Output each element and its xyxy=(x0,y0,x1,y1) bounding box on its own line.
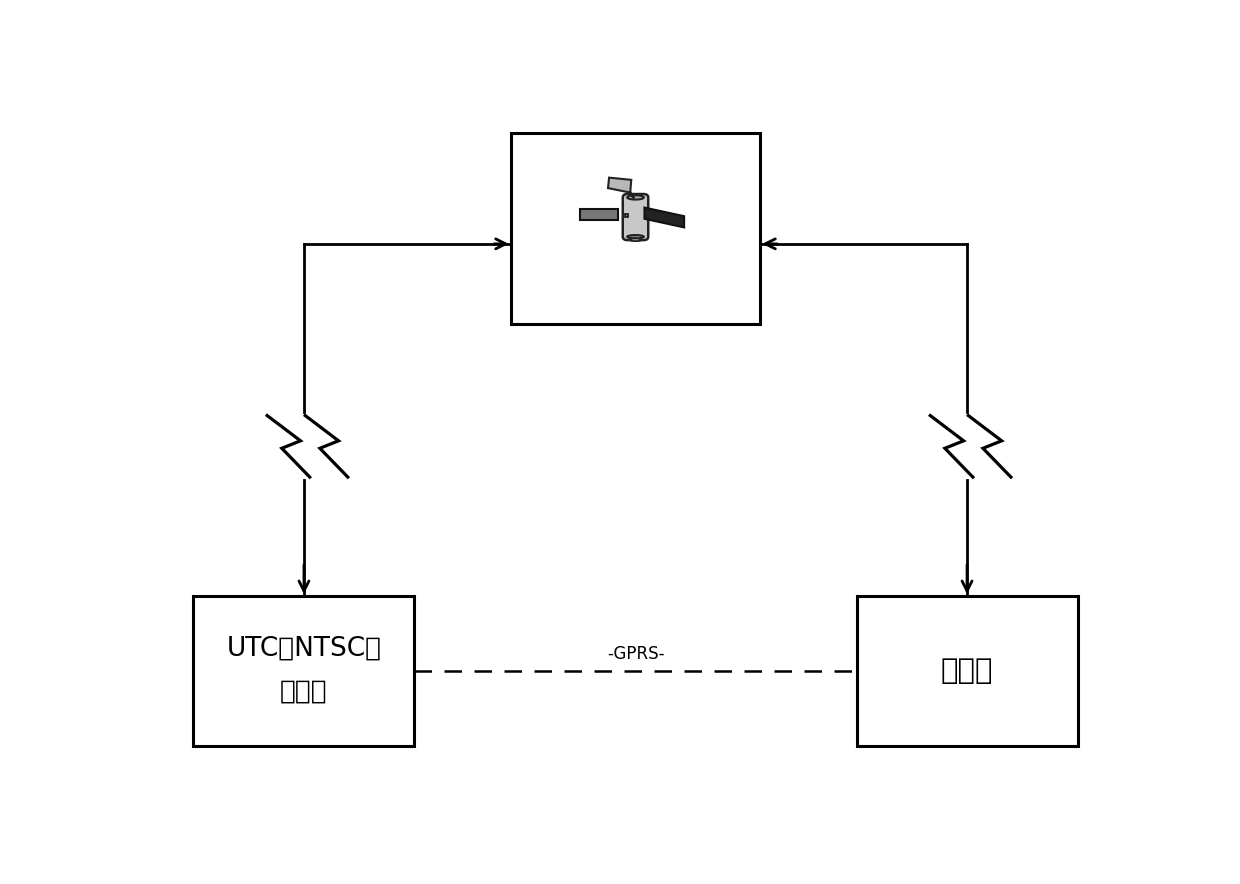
Bar xyxy=(625,214,627,217)
Text: UTC（NTSC）: UTC（NTSC） xyxy=(227,636,382,661)
Bar xyxy=(857,596,1078,746)
Ellipse shape xyxy=(627,195,644,200)
Ellipse shape xyxy=(630,239,641,241)
FancyBboxPatch shape xyxy=(622,194,649,240)
Polygon shape xyxy=(608,178,631,193)
Bar xyxy=(511,133,760,324)
Text: -GPRS-: -GPRS- xyxy=(606,644,665,663)
Ellipse shape xyxy=(627,235,644,239)
Bar xyxy=(193,596,414,746)
Text: 用户端: 用户端 xyxy=(941,657,993,685)
Bar xyxy=(580,209,618,220)
Text: 基准站: 基准站 xyxy=(280,678,327,705)
Polygon shape xyxy=(645,208,684,227)
